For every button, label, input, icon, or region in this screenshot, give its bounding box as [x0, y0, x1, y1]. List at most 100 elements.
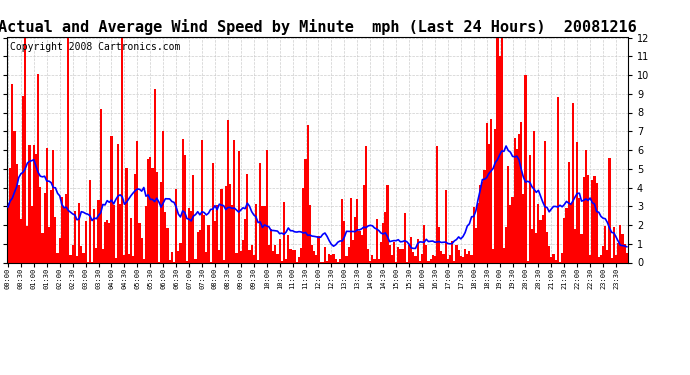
Bar: [503, 249, 505, 262]
Bar: [11, 84, 13, 262]
Bar: [33, 145, 35, 262]
Bar: [449, 255, 451, 262]
Bar: [99, 109, 102, 262]
Bar: [400, 249, 402, 262]
Bar: [561, 253, 563, 262]
Bar: [87, 261, 89, 262]
Bar: [76, 256, 78, 262]
Bar: [262, 206, 264, 262]
Bar: [375, 219, 378, 262]
Bar: [328, 254, 331, 262]
Bar: [526, 261, 529, 262]
Bar: [124, 255, 126, 262]
Bar: [421, 254, 423, 262]
Bar: [373, 259, 375, 262]
Bar: [300, 248, 302, 262]
Bar: [130, 218, 132, 262]
Bar: [89, 180, 91, 262]
Bar: [473, 207, 475, 262]
Bar: [206, 252, 208, 262]
Bar: [272, 251, 274, 262]
Bar: [153, 88, 156, 262]
Bar: [41, 233, 43, 262]
Bar: [540, 220, 542, 262]
Bar: [231, 206, 233, 262]
Bar: [119, 204, 121, 262]
Bar: [264, 206, 266, 262]
Bar: [460, 256, 462, 262]
Bar: [360, 236, 363, 262]
Bar: [432, 255, 434, 262]
Bar: [408, 244, 410, 262]
Bar: [563, 218, 565, 262]
Bar: [615, 255, 617, 262]
Bar: [333, 254, 335, 262]
Bar: [444, 190, 447, 262]
Bar: [250, 244, 253, 262]
Bar: [544, 141, 546, 262]
Bar: [591, 180, 593, 262]
Bar: [237, 151, 240, 262]
Bar: [240, 251, 242, 262]
Bar: [404, 213, 406, 262]
Bar: [43, 193, 46, 262]
Bar: [80, 246, 82, 262]
Bar: [126, 168, 128, 262]
Bar: [35, 154, 37, 262]
Bar: [484, 170, 486, 262]
Bar: [201, 140, 203, 262]
Bar: [438, 227, 440, 262]
Bar: [61, 197, 63, 262]
Bar: [585, 150, 587, 262]
Bar: [181, 139, 184, 262]
Bar: [55, 217, 57, 262]
Bar: [162, 131, 164, 262]
Bar: [220, 189, 222, 262]
Bar: [350, 198, 352, 262]
Bar: [149, 157, 151, 262]
Bar: [121, 38, 124, 262]
Bar: [137, 141, 139, 262]
Bar: [285, 260, 287, 262]
Bar: [106, 220, 108, 262]
Bar: [85, 221, 87, 262]
Bar: [145, 207, 147, 262]
Bar: [143, 259, 145, 262]
Bar: [613, 227, 615, 262]
Bar: [199, 230, 201, 262]
Bar: [471, 255, 473, 262]
Bar: [128, 254, 130, 262]
Bar: [177, 251, 179, 262]
Bar: [315, 255, 317, 262]
Bar: [518, 134, 520, 262]
Bar: [244, 219, 246, 262]
Bar: [50, 190, 52, 262]
Bar: [410, 237, 412, 262]
Bar: [341, 199, 344, 262]
Bar: [617, 243, 620, 262]
Bar: [39, 188, 41, 262]
Bar: [95, 248, 97, 262]
Bar: [193, 175, 195, 262]
Bar: [175, 189, 177, 262]
Bar: [447, 259, 449, 262]
Bar: [313, 251, 315, 262]
Bar: [455, 245, 457, 262]
Bar: [548, 246, 551, 262]
Bar: [587, 176, 589, 262]
Bar: [386, 185, 388, 262]
Bar: [546, 232, 548, 262]
Bar: [578, 198, 580, 262]
Bar: [538, 204, 540, 262]
Bar: [7, 203, 9, 262]
Bar: [492, 249, 494, 262]
Bar: [582, 177, 585, 262]
Bar: [425, 245, 427, 262]
Bar: [557, 97, 559, 262]
Bar: [68, 38, 70, 262]
Bar: [268, 245, 270, 262]
Bar: [457, 251, 460, 262]
Bar: [166, 228, 168, 262]
Bar: [429, 259, 432, 262]
Bar: [93, 209, 95, 262]
